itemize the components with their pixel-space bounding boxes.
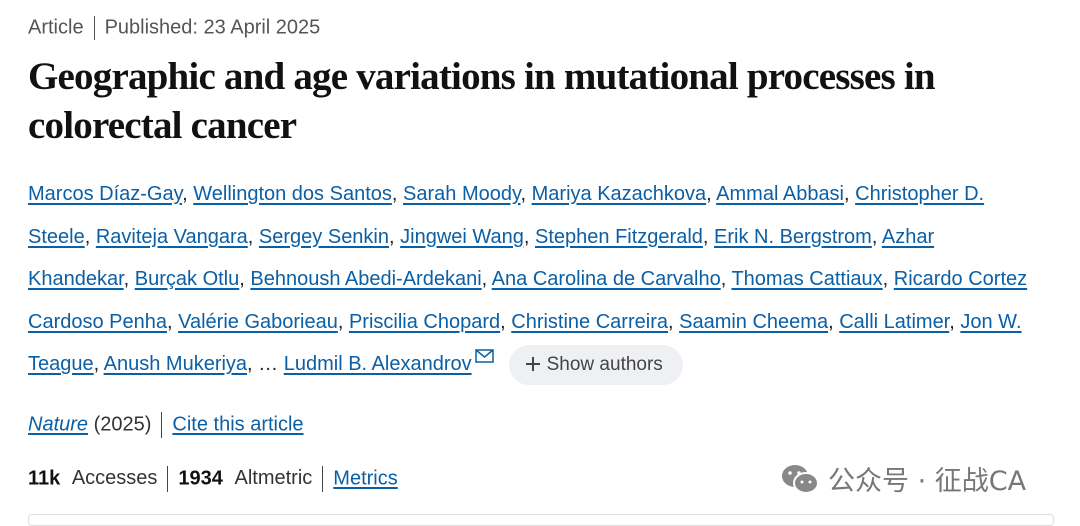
comma: , [882, 268, 889, 290]
comma: , [949, 310, 955, 333]
author-link[interactable]: Christopher D. Steele [28, 183, 985, 248]
metrics-link[interactable]: Metrics [333, 467, 398, 490]
comma: , [123, 268, 130, 290]
author-link[interactable]: Saamin Cheema [679, 310, 829, 333]
ellipsis: … [258, 353, 279, 375]
comma: , [720, 268, 727, 290]
article-title: Geographic and age variations in mutatio… [28, 55, 936, 147]
author-link[interactable]: Ludmil B. Alexandrov [283, 353, 472, 375]
comma: , [337, 310, 344, 333]
email-icon[interactable] [474, 348, 495, 364]
citation: Nature (2025) Cite this article [28, 412, 304, 438]
comma: , [247, 225, 254, 248]
author-link[interactable]: Marcos Díaz-Gay [28, 183, 183, 205]
author-link[interactable]: Priscilia Chopard [348, 310, 501, 333]
watermark-text: 公众号 · 征战CA [828, 466, 1027, 497]
journal-link[interactable]: Nature [28, 413, 89, 436]
author-link[interactable]: Raviteja Vangara [95, 225, 248, 248]
article-type: Article [28, 16, 84, 39]
author-link[interactable]: Burçak Otlu [134, 268, 240, 290]
author-link[interactable]: Mariya Kazachkova [531, 183, 707, 205]
metrics: 11k Accesses 1934 Altmetric Metrics [28, 466, 398, 492]
author-link[interactable]: Stephen Fitzgerald [535, 225, 703, 248]
watermark: 公众号 · 征战CA [780, 459, 1026, 498]
comma: , [667, 310, 674, 333]
article-header: Article Published: 23 April 2025 [28, 16, 320, 40]
comma: , [828, 310, 834, 333]
author-link[interactable]: Sergey Senkin [258, 225, 389, 248]
separator [322, 466, 324, 492]
metric-label: Altmetric [234, 467, 313, 490]
comma: , [871, 225, 878, 248]
metric-label: Accesses [71, 467, 158, 490]
author-link[interactable]: Valérie Gaborieau [178, 310, 338, 333]
comma: , [523, 225, 530, 248]
author-link[interactable]: Thomas Cattiaux [731, 268, 883, 290]
author-link[interactable]: Sarah Moody [403, 183, 521, 205]
comma: , [93, 353, 100, 375]
author-link[interactable]: Anush Mukeriya [103, 353, 248, 375]
author-link[interactable]: Erik N. Bergstrom [714, 225, 872, 248]
comma: , [702, 225, 709, 248]
comma: , [500, 310, 506, 333]
metric-value: 11k [28, 467, 61, 490]
author-link[interactable]: Ricardo Cortez Cardoso Penha [28, 268, 1028, 333]
comma: , [391, 183, 398, 205]
comma: , [182, 183, 188, 205]
comma: , [706, 183, 712, 205]
separator [167, 466, 169, 492]
author-link[interactable]: Jingwei Wang [400, 225, 524, 248]
separator [161, 412, 163, 438]
comma: , [84, 225, 91, 248]
comma: , [844, 183, 850, 205]
comma: , [389, 225, 395, 248]
plus-icon [525, 356, 540, 371]
content-box [28, 514, 1054, 526]
author-link[interactable]: Wellington dos Santos [193, 183, 392, 205]
comma: , [520, 183, 527, 205]
show-authors-button[interactable]: Show authors [508, 344, 683, 385]
author-list: Marcos Díaz-Gay, Wellington dos Santos, … [28, 173, 1038, 386]
author-link[interactable]: Behnoush Abedi-Ardekani [250, 268, 482, 290]
author-link[interactable]: Ammal Abbasi [716, 183, 845, 205]
comma: , [239, 268, 245, 290]
year: (2025) [93, 413, 152, 436]
show-authors-label: Show authors [546, 353, 663, 375]
wechat-icon [782, 464, 819, 494]
cite-link[interactable]: Cite this article [172, 413, 304, 436]
author-link[interactable]: Christine Carreira [511, 310, 668, 333]
metric-value: 1934 [178, 467, 223, 490]
author-link[interactable]: Ana Carolina de Carvalho [491, 268, 721, 290]
author-link[interactable]: Azhar Khandekar [28, 225, 935, 291]
author-link[interactable]: Calli Latimer [839, 310, 950, 333]
comma: , [481, 268, 488, 290]
author-link[interactable]: Jon W. Teague [28, 310, 1022, 376]
published-date: Published: 23 April 2025 [104, 16, 321, 39]
comma: , [166, 310, 173, 333]
comma: , [247, 353, 253, 375]
separator [93, 16, 95, 40]
